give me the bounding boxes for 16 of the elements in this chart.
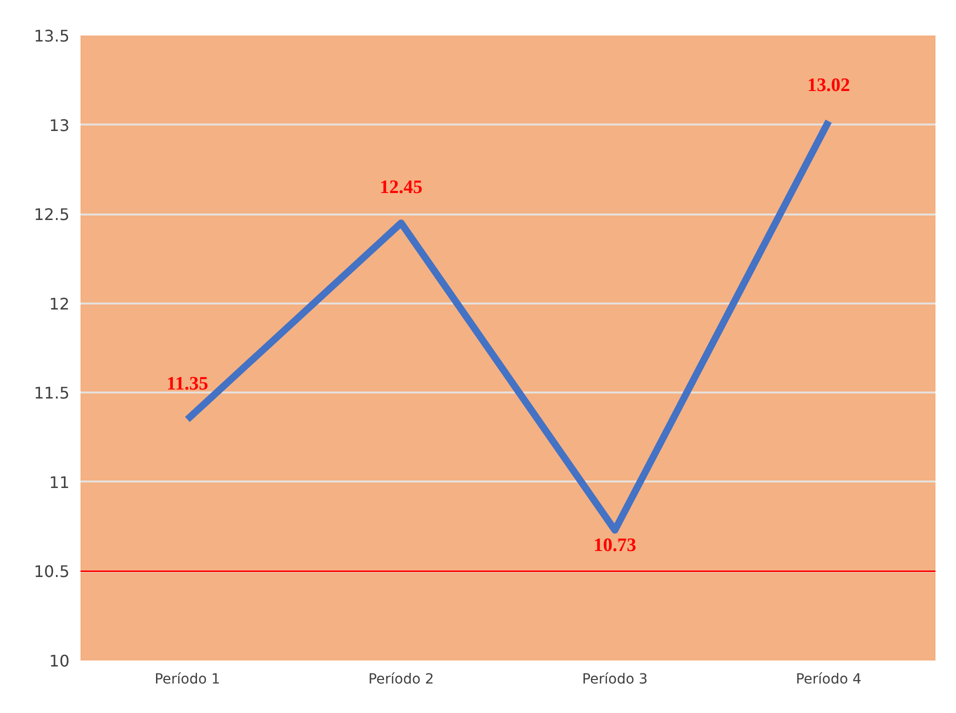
x-tick-label: Período 2 (368, 672, 434, 688)
y-tick-label: 10.5 (34, 562, 70, 582)
y-tick-label: 10 (49, 652, 70, 670)
y-tick-label: 11 (49, 472, 70, 492)
data-label: 11.35 (166, 373, 208, 394)
y-tick-label: 12 (49, 294, 70, 314)
data-label: 10.73 (594, 535, 636, 556)
x-tick-label: Período 4 (796, 672, 862, 688)
y-tick-label: 12.5 (34, 205, 70, 224)
y-tick-label: 13 (49, 116, 70, 135)
data-label: 13.02 (807, 75, 850, 96)
y-tick-label: 11.5 (34, 384, 70, 403)
x-tick-label: Período 1 (154, 672, 220, 688)
x-tick-label: Período 3 (582, 672, 648, 688)
data-label: 12.45 (380, 177, 422, 198)
y-tick-label: 13.5 (34, 26, 70, 46)
